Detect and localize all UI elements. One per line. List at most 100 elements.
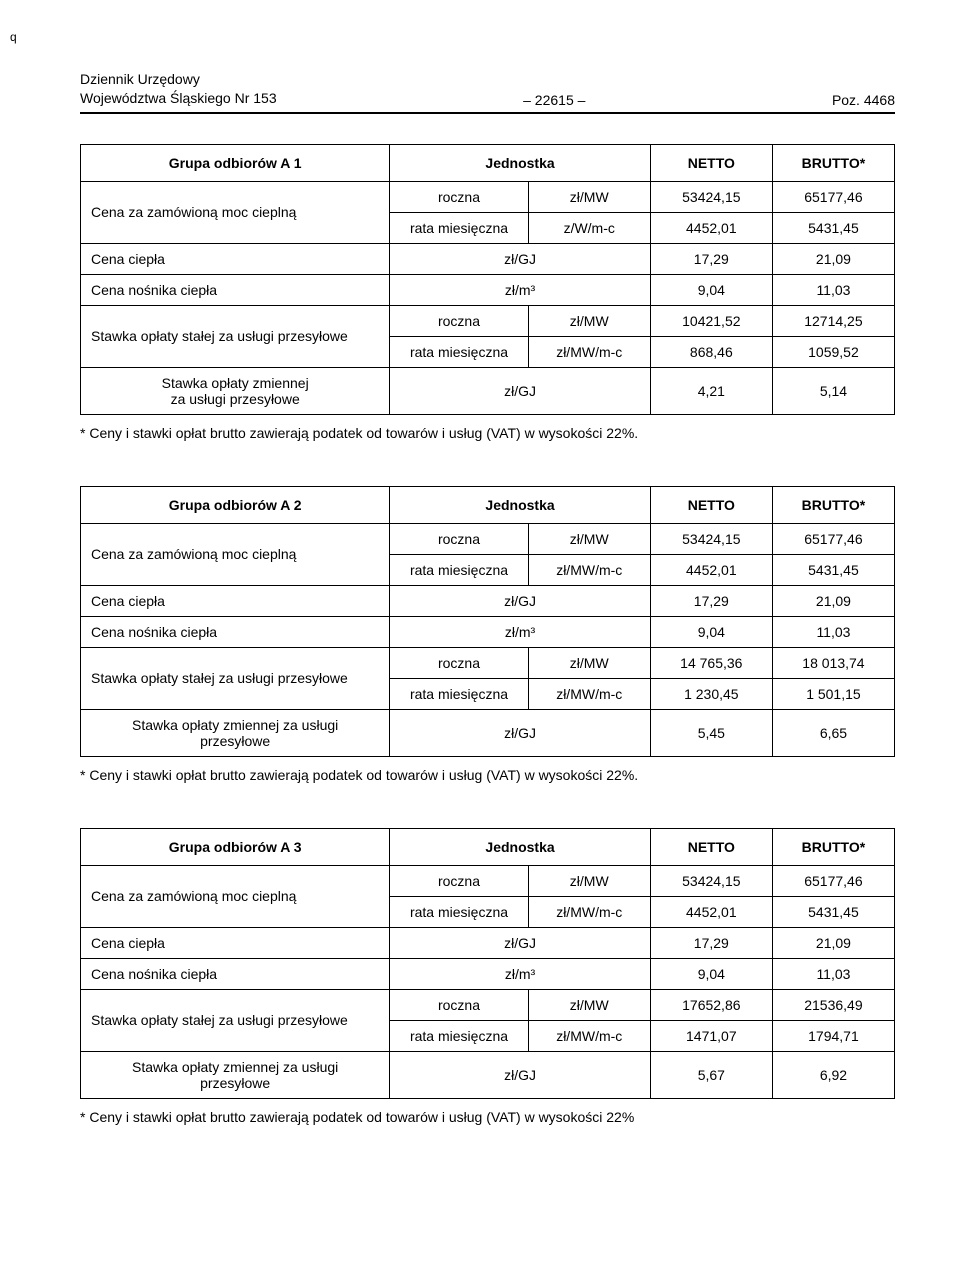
period-cell: roczna bbox=[390, 523, 528, 554]
group-title: Grupa odbiorów A 1 bbox=[81, 144, 390, 181]
col-netto: NETTO bbox=[650, 144, 772, 181]
netto-cell: 9,04 bbox=[650, 958, 772, 989]
period-cell: roczna bbox=[390, 865, 528, 896]
unit-cell: zł/MW bbox=[528, 523, 650, 554]
unit-cell: zł/MW/m-c bbox=[528, 554, 650, 585]
unit-cell: zł/GJ bbox=[390, 367, 650, 414]
row-label: Stawka opłaty zmiennej za usługiprzesyło… bbox=[81, 1051, 390, 1098]
period-cell: roczna bbox=[390, 647, 528, 678]
unit-cell: zł/GJ bbox=[390, 709, 650, 756]
group-title: Grupa odbiorów A 2 bbox=[81, 486, 390, 523]
unit-cell: zł/MW/m-c bbox=[528, 896, 650, 927]
brutto-cell: 21,09 bbox=[772, 243, 894, 274]
header-left: Dziennik Urzędowy Województwa Śląskiego … bbox=[80, 70, 277, 108]
unit-cell: zł/MW/m-c bbox=[528, 1020, 650, 1051]
col-brutto: BRUTTO* bbox=[772, 144, 894, 181]
brutto-cell: 21,09 bbox=[772, 585, 894, 616]
netto-cell: 4452,01 bbox=[650, 212, 772, 243]
unit-cell: zł/GJ bbox=[390, 927, 650, 958]
brutto-cell: 5,14 bbox=[772, 367, 894, 414]
netto-cell: 17,29 bbox=[650, 585, 772, 616]
brutto-cell: 21536,49 bbox=[772, 989, 894, 1020]
journal-title: Dziennik Urzędowy bbox=[80, 71, 200, 87]
table-footnote: * Ceny i stawki opłat brutto zawierają p… bbox=[80, 425, 895, 441]
netto-cell: 5,67 bbox=[650, 1051, 772, 1098]
period-cell: roczna bbox=[390, 989, 528, 1020]
netto-cell: 1 230,45 bbox=[650, 678, 772, 709]
brutto-cell: 6,65 bbox=[772, 709, 894, 756]
brutto-cell: 11,03 bbox=[772, 958, 894, 989]
period-cell: rata miesięczna bbox=[390, 678, 528, 709]
netto-cell: 17,29 bbox=[650, 927, 772, 958]
col-brutto: BRUTTO* bbox=[772, 486, 894, 523]
unit-cell: zł/GJ bbox=[390, 243, 650, 274]
col-netto: NETTO bbox=[650, 486, 772, 523]
netto-cell: 53424,15 bbox=[650, 181, 772, 212]
unit-cell: zł/MW/m-c bbox=[528, 336, 650, 367]
page-header: Dziennik Urzędowy Województwa Śląskiego … bbox=[80, 70, 895, 108]
period-cell: roczna bbox=[390, 181, 528, 212]
group-title: Grupa odbiorów A 3 bbox=[81, 828, 390, 865]
period-cell: rata miesięczna bbox=[390, 212, 528, 243]
brutto-cell: 1794,71 bbox=[772, 1020, 894, 1051]
col-unit: Jednostka bbox=[390, 144, 650, 181]
row-label: Cena nośnika ciepła bbox=[81, 958, 390, 989]
row-label: Cena ciepła bbox=[81, 927, 390, 958]
tariff-table: Grupa odbiorów A 3JednostkaNETTOBRUTTO* C… bbox=[80, 828, 895, 1099]
netto-cell: 4452,01 bbox=[650, 896, 772, 927]
header-right: Poz. 4468 bbox=[832, 92, 895, 108]
row-label: Cena za zamówioną moc cieplną bbox=[81, 523, 390, 585]
table-footnote: * Ceny i stawki opłat brutto zawierają p… bbox=[80, 767, 895, 783]
brutto-cell: 5431,45 bbox=[772, 896, 894, 927]
netto-cell: 17652,86 bbox=[650, 989, 772, 1020]
page: Dziennik Urzędowy Województwa Śląskiego … bbox=[0, 0, 960, 1220]
brutto-cell: 1059,52 bbox=[772, 336, 894, 367]
row-label: Stawka opłaty zmiennej za usługiprzesyło… bbox=[81, 709, 390, 756]
unit-cell: zł/MW bbox=[528, 865, 650, 896]
tariff-table: Grupa odbiorów A 1JednostkaNETTOBRUTTO* C… bbox=[80, 144, 895, 415]
brutto-cell: 18 013,74 bbox=[772, 647, 894, 678]
netto-cell: 14 765,36 bbox=[650, 647, 772, 678]
netto-cell: 10421,52 bbox=[650, 305, 772, 336]
unit-cell: zł/MW bbox=[528, 181, 650, 212]
period-cell: rata miesięczna bbox=[390, 336, 528, 367]
unit-cell: zł/m³ bbox=[390, 274, 650, 305]
header-rule bbox=[80, 112, 895, 114]
row-label: Cena ciepła bbox=[81, 243, 390, 274]
brutto-cell: 65177,46 bbox=[772, 865, 894, 896]
corner-mark: q bbox=[10, 30, 17, 44]
brutto-cell: 1 501,15 bbox=[772, 678, 894, 709]
row-label: Cena nośnika ciepła bbox=[81, 616, 390, 647]
period-cell: rata miesięczna bbox=[390, 1020, 528, 1051]
page-number: – 22615 – bbox=[523, 92, 585, 108]
unit-cell: zł/MW bbox=[528, 305, 650, 336]
netto-cell: 868,46 bbox=[650, 336, 772, 367]
row-label: Stawka opłaty stałej za usługi przesyłow… bbox=[81, 989, 390, 1051]
row-label: Stawka opłaty stałej za usługi przesyłow… bbox=[81, 647, 390, 709]
unit-cell: z/W/m-c bbox=[528, 212, 650, 243]
brutto-cell: 12714,25 bbox=[772, 305, 894, 336]
col-unit: Jednostka bbox=[390, 828, 650, 865]
region-line: Województwa Śląskiego Nr 153 bbox=[80, 90, 277, 106]
brutto-cell: 11,03 bbox=[772, 616, 894, 647]
unit-cell: zł/MW bbox=[528, 989, 650, 1020]
row-label: Cena ciepła bbox=[81, 585, 390, 616]
netto-cell: 53424,15 bbox=[650, 523, 772, 554]
netto-cell: 4452,01 bbox=[650, 554, 772, 585]
period-cell: roczna bbox=[390, 305, 528, 336]
brutto-cell: 65177,46 bbox=[772, 181, 894, 212]
col-brutto: BRUTTO* bbox=[772, 828, 894, 865]
tariff-table: Grupa odbiorów A 2JednostkaNETTOBRUTTO* C… bbox=[80, 486, 895, 757]
netto-cell: 1471,07 bbox=[650, 1020, 772, 1051]
netto-cell: 17,29 bbox=[650, 243, 772, 274]
row-label: Cena nośnika ciepła bbox=[81, 274, 390, 305]
netto-cell: 5,45 bbox=[650, 709, 772, 756]
netto-cell: 53424,15 bbox=[650, 865, 772, 896]
col-unit: Jednostka bbox=[390, 486, 650, 523]
netto-cell: 9,04 bbox=[650, 616, 772, 647]
unit-cell: zł/MW/m-c bbox=[528, 678, 650, 709]
period-cell: rata miesięczna bbox=[390, 554, 528, 585]
netto-cell: 4,21 bbox=[650, 367, 772, 414]
header-center: – 22615 – bbox=[277, 92, 832, 108]
col-netto: NETTO bbox=[650, 828, 772, 865]
